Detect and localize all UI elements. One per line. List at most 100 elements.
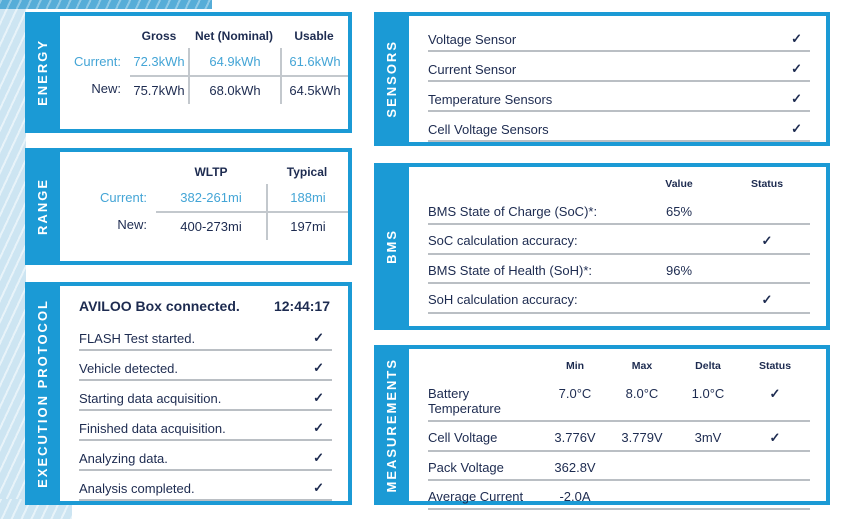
check-icon: ✓ [313,450,324,465]
bms-panel: BMS Value Status BMS State of Charge (So… [374,163,830,330]
energy-col-header: Gross [141,29,177,43]
energy-value: 64.5kWh [280,75,348,104]
protocol-step-row: Analyzing data. ✓ [79,441,332,471]
bms-header-row: Value Status [428,173,810,196]
measurement-delta: 1.0°C [676,378,740,422]
measurement-label: Cell Voltage [428,422,542,452]
measurement-max: 8.0°C [608,378,676,422]
energy-tab: ENERGY [25,12,60,133]
check-icon: ✓ [791,121,802,136]
sensor-row: Current Sensor ✓ [428,52,810,82]
measurement-min: -2.0A [542,481,608,510]
bms-row-label: BMS State of Charge (SoC)*: [428,196,634,225]
range-table: WLTP Typical Current: 382-261mi 188mi Ne… [60,160,348,240]
measurements-header-row: Min Max Delta Status [428,355,810,378]
range-value: 382-261mi [180,190,242,205]
measurements-col-header: Delta [695,360,721,372]
bms-row-value [634,284,724,314]
check-icon: ✓ [313,360,324,375]
measurement-row: Battery Temperature 7.0°C 8.0°C 1.0°C ✓ [428,378,810,422]
measurements-col-header: Status [758,360,792,372]
measurement-status [740,481,810,510]
bms-row: SoC calculation accuracy: ✓ [428,225,810,255]
range-value: 400-273mi [156,211,266,240]
range-value: 197mi [266,211,348,240]
check-icon: ✓ [313,390,324,405]
energy-value: 64.9kWh [188,48,280,75]
check-icon: ✓ [740,422,810,452]
execution-protocol-body: AVILOO Box connected. 12:44:17 FLASH Tes… [60,282,352,505]
sensor-row: Cell Voltage Sensors ✓ [428,112,810,142]
protocol-step-row: FLASH Test started. ✓ [79,321,332,351]
range-panel-body: WLTP Typical Current: 382-261mi 188mi Ne… [60,148,352,265]
measurement-delta [676,452,740,481]
protocol-step-row: Finished data acquisition. ✓ [79,411,332,441]
execution-protocol-panel: EXECUTION PROTOCOL AVILOO Box connected.… [25,282,352,505]
energy-row-label: Current: [74,54,121,69]
bms-row: BMS State of Charge (SoC)*: 65% [428,196,810,225]
check-icon: ✓ [791,61,802,76]
bms-row-value [634,225,724,255]
measurements-tab-label: MEASUREMENTS [384,357,399,493]
range-value: 188mi [266,184,348,211]
measurements-panel: MEASUREMENTS Min Max Delta Status Batter… [374,345,830,510]
energy-corner-cell [60,24,130,48]
range-row-label: Current: [100,190,147,205]
energy-row-label: New: [91,81,121,96]
protocol-step-label: Finished data acquisition. [79,421,226,436]
execution-protocol-tab: EXECUTION PROTOCOL [25,282,60,505]
execution-protocol-tab-label: EXECUTION PROTOCOL [35,299,50,488]
protocol-step-label: Vehicle detected. [79,361,179,376]
measurement-row: Average Current -2.0A [428,481,810,510]
measurement-max [608,452,676,481]
check-icon: ✓ [313,480,324,495]
protocol-step-row: Starting data acquisition. ✓ [79,381,332,411]
bms-col-header: Status [750,178,784,190]
bms-row-label: SoC calculation accuracy: [428,225,634,255]
measurement-row: Pack Voltage 362.8V [428,452,810,481]
sensor-label: Temperature Sensors [428,92,553,107]
background-top-band [0,0,212,9]
range-col-header: Typical [286,165,328,179]
sensors-tab-label: SENSORS [384,40,399,118]
range-tab: RANGE [25,148,60,265]
check-icon: ✓ [740,378,810,422]
measurements-col-header: Min [565,360,585,372]
bms-row-value: 65% [634,196,724,225]
sensors-panel-body: Voltage Sensor ✓ Current Sensor ✓ Temper… [409,12,830,146]
sensors-panel: SENSORS Voltage Sensor ✓ Current Sensor … [374,12,830,146]
range-row-label: New: [117,217,147,232]
measurement-label: Average Current [428,481,542,510]
sensor-label: Voltage Sensor [428,32,517,47]
bms-row: BMS State of Health (SoH)*: 96% [428,255,810,284]
protocol-step-row: Vehicle detected. ✓ [79,351,332,381]
measurement-label: Pack Voltage [428,452,542,481]
measurement-min: 3.776V [542,422,608,452]
energy-table: Gross Net (Nominal) Usable Current: 72.3… [60,24,348,104]
protocol-step-row: Analysis completed. ✓ [79,471,332,501]
protocol-step-label: Analysis completed. [79,481,195,496]
measurement-row: Cell Voltage 3.776V 3.779V 3mV ✓ [428,422,810,452]
sensor-label: Cell Voltage Sensors [428,122,549,137]
sensors-tab: SENSORS [374,12,409,146]
bms-row-label: BMS State of Health (SoH)*: [428,255,634,284]
sensor-label: Current Sensor [428,62,517,77]
range-col-header: WLTP [194,165,228,179]
bms-tab-label: BMS [384,229,399,264]
energy-value: 68.0kWh [188,75,280,104]
measurement-min: 7.0°C [542,378,608,422]
measurements-tab: MEASUREMENTS [374,345,409,505]
measurement-max [608,481,676,510]
protocol-step-label: Analyzing data. [79,451,168,466]
measurement-delta: 3mV [676,422,740,452]
bms-row-label: SoH calculation accuracy: [428,284,634,314]
check-icon: ✓ [313,420,324,435]
sensor-row: Voltage Sensor ✓ [428,22,810,52]
energy-col-header: Usable [294,29,334,43]
measurements-panel-body: Min Max Delta Status Battery Temperature… [409,345,830,510]
bms-row-status [724,196,810,225]
range-tab-label: RANGE [35,178,50,235]
measurement-label: Battery Temperature [428,378,542,422]
measurement-delta [676,481,740,510]
range-panel: RANGE WLTP Typical Current: 382-261mi 18… [25,148,352,265]
